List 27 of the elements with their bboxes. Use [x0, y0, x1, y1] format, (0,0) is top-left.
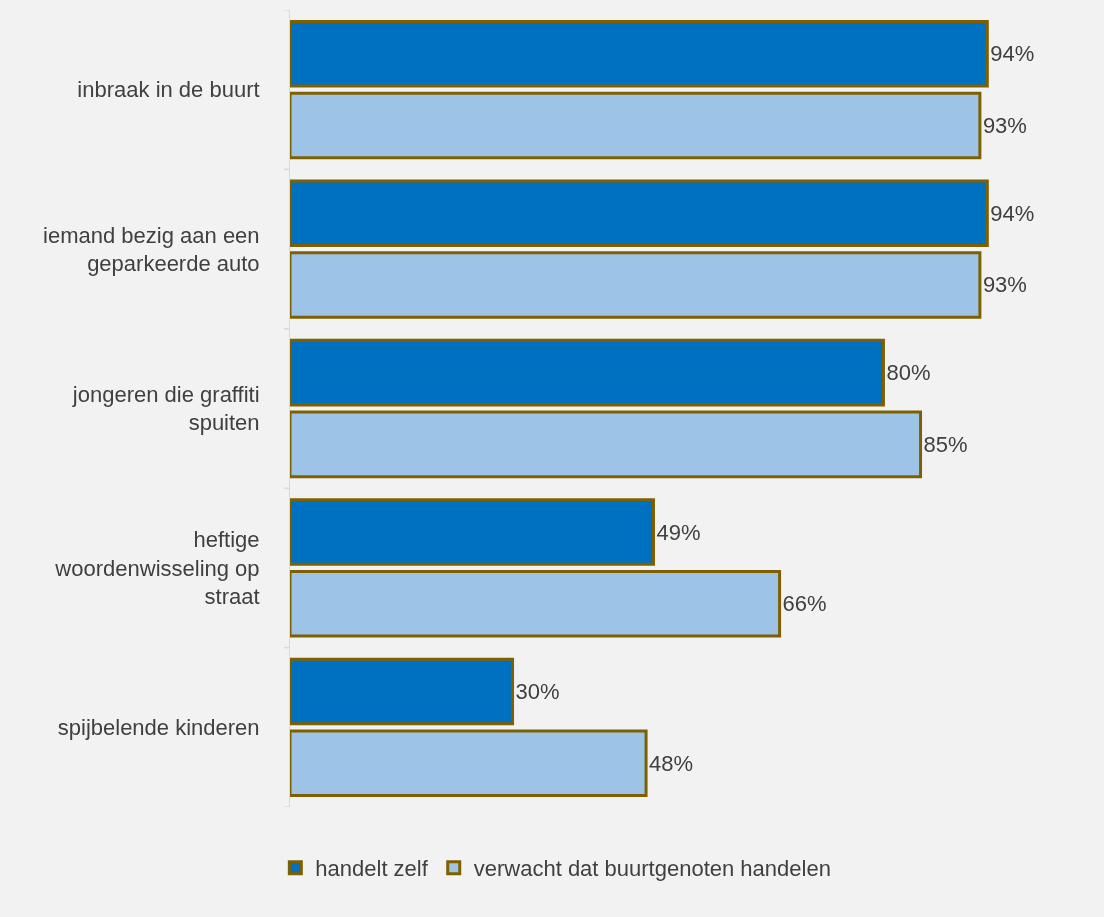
bar	[290, 729, 648, 797]
data-label: 49%	[656, 519, 701, 545]
bar	[290, 20, 989, 88]
y-tick-label: inbraak in de buurt	[77, 77, 260, 103]
bar	[290, 569, 782, 638]
bar	[290, 91, 982, 160]
y-tick-label: iemand bezig aan een geparkeerde auto	[43, 222, 260, 277]
data-label: 93%	[982, 272, 1027, 298]
bar	[290, 498, 655, 566]
bar	[290, 410, 923, 479]
y-tick-label: heftige woordenwisseling op straat	[54, 527, 260, 610]
y-tick-label: jongeren die graffiti spuiten	[71, 381, 260, 436]
bar	[290, 338, 885, 407]
data-label: 93%	[982, 113, 1027, 139]
data-label: 85%	[923, 431, 968, 457]
data-label: 30%	[515, 678, 560, 704]
data-label: 94%	[990, 200, 1035, 226]
data-label: 94%	[990, 41, 1035, 67]
legend-label: verwacht dat buurtgenoten handelen	[473, 856, 831, 882]
bar	[290, 179, 989, 248]
bar	[290, 251, 982, 319]
data-label: 80%	[886, 360, 931, 386]
y-tick-label: spijbelende kinderen	[57, 715, 260, 740]
data-label: 48%	[649, 750, 694, 776]
bar	[290, 657, 515, 726]
legend-label: handelt zelf	[315, 856, 429, 882]
data-label: 66%	[782, 591, 827, 617]
